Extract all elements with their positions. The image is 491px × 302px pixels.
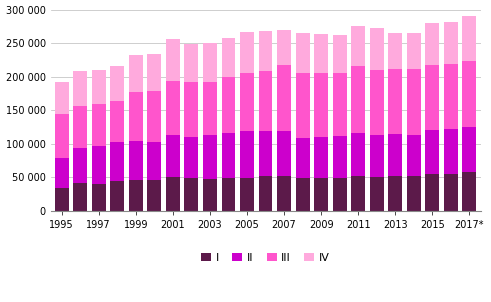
Bar [388, 69, 402, 134]
Bar [370, 28, 383, 70]
Bar [351, 66, 365, 133]
Bar [166, 177, 180, 210]
Bar [407, 176, 421, 210]
Bar [240, 32, 254, 72]
Bar [55, 82, 69, 114]
Bar [333, 178, 347, 210]
Bar [147, 54, 161, 91]
Bar [147, 142, 161, 180]
Bar [147, 180, 161, 210]
Bar [463, 127, 476, 172]
Bar [110, 101, 124, 142]
Bar [277, 65, 291, 131]
Bar [370, 70, 383, 136]
Bar [185, 178, 198, 210]
Bar [129, 141, 143, 180]
Bar [370, 136, 383, 177]
Bar [333, 136, 347, 178]
Bar [129, 180, 143, 210]
Bar [314, 137, 328, 178]
Bar [259, 176, 273, 210]
Bar [463, 61, 476, 127]
Bar [92, 70, 106, 104]
Bar [351, 176, 365, 210]
Bar [259, 31, 273, 70]
Bar [185, 82, 198, 137]
Bar [388, 134, 402, 176]
Bar [444, 129, 458, 174]
Bar [425, 130, 439, 174]
Bar [425, 65, 439, 130]
Bar [129, 55, 143, 92]
Bar [407, 135, 421, 176]
Bar [277, 30, 291, 65]
Bar [203, 43, 217, 82]
Bar [73, 148, 87, 183]
Bar [407, 69, 421, 135]
Bar [92, 184, 106, 210]
Bar [351, 26, 365, 66]
Bar [221, 178, 235, 210]
Bar [92, 146, 106, 184]
Bar [221, 76, 235, 133]
Bar [203, 179, 217, 210]
Bar [73, 183, 87, 210]
Bar [73, 71, 87, 106]
Bar [463, 16, 476, 61]
Bar [110, 142, 124, 181]
Bar [296, 178, 309, 210]
Bar [444, 174, 458, 210]
Bar [388, 33, 402, 69]
Bar [407, 33, 421, 69]
Bar [221, 133, 235, 178]
Bar [314, 73, 328, 137]
Bar [203, 136, 217, 179]
Legend: I, II, III, IV: I, II, III, IV [197, 248, 334, 267]
Bar [185, 137, 198, 178]
Bar [277, 176, 291, 210]
Bar [388, 176, 402, 210]
Bar [314, 34, 328, 73]
Bar [185, 44, 198, 82]
Bar [463, 172, 476, 210]
Bar [444, 22, 458, 65]
Bar [166, 81, 180, 135]
Bar [425, 23, 439, 65]
Bar [147, 91, 161, 142]
Bar [110, 66, 124, 101]
Bar [92, 104, 106, 146]
Bar [110, 181, 124, 210]
Bar [55, 114, 69, 158]
Bar [259, 70, 273, 131]
Bar [444, 65, 458, 129]
Bar [425, 174, 439, 210]
Bar [73, 106, 87, 148]
Bar [166, 135, 180, 177]
Bar [351, 133, 365, 176]
Bar [333, 72, 347, 136]
Bar [370, 177, 383, 210]
Bar [203, 82, 217, 136]
Bar [55, 188, 69, 210]
Bar [55, 158, 69, 188]
Bar [129, 92, 143, 141]
Bar [296, 73, 309, 137]
Bar [296, 33, 309, 73]
Bar [296, 137, 309, 178]
Bar [333, 35, 347, 72]
Bar [314, 178, 328, 210]
Bar [259, 131, 273, 176]
Bar [166, 39, 180, 81]
Bar [240, 131, 254, 178]
Bar [221, 38, 235, 76]
Bar [240, 178, 254, 210]
Bar [240, 72, 254, 131]
Bar [277, 131, 291, 176]
